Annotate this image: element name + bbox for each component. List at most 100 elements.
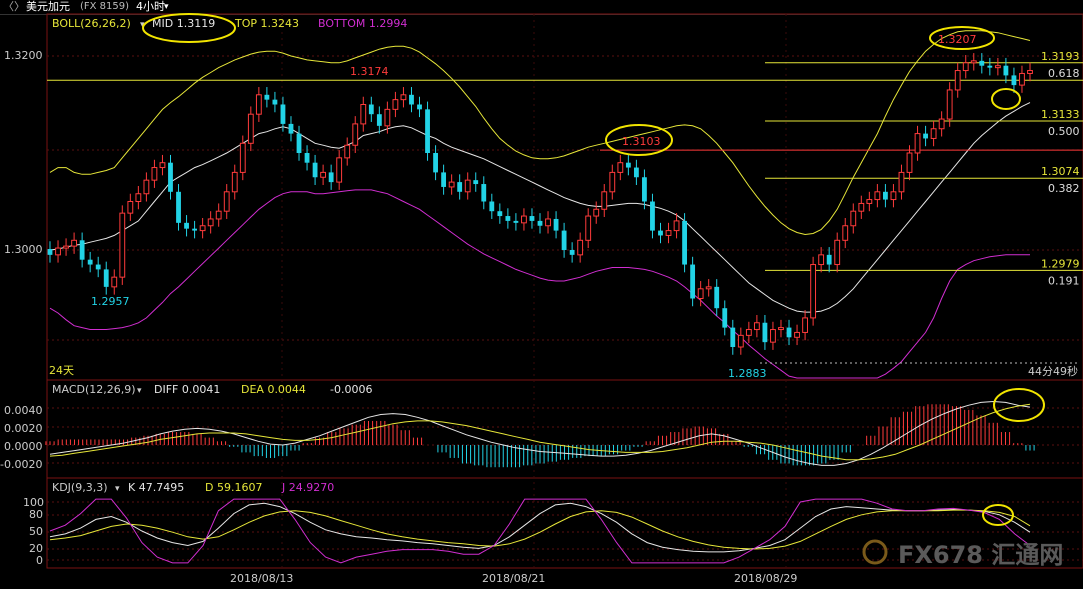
low-annotation-left: 1.2957 <box>91 295 130 308</box>
symbol-code: (FX 8159) <box>80 1 130 12</box>
candle-body <box>762 322 768 343</box>
candle-body <box>457 182 463 192</box>
candle-body <box>1011 75 1017 86</box>
candle-body <box>569 250 575 255</box>
candle-body <box>425 109 430 153</box>
candle-body <box>890 191 897 201</box>
candle-body <box>264 94 270 100</box>
boll-mid-value: MID 1.3119 <box>152 17 215 30</box>
kdj-y-label: 0 <box>36 554 43 567</box>
fib-ratio-label: 0.618 <box>1048 67 1080 80</box>
candle-body <box>151 167 158 181</box>
candle-body <box>464 179 471 193</box>
candle-body <box>223 191 230 212</box>
kdj-y-label: 20 <box>29 542 43 555</box>
fib-ratio-label: 0.191 <box>1048 274 1080 287</box>
macd-y-label: 0.0000 <box>4 440 43 453</box>
kdj-j-line <box>49 498 1031 564</box>
low-annotation-mid: 1.2883 <box>728 367 767 380</box>
highlight-ellipse-peak <box>605 124 673 156</box>
candle-body <box>818 254 825 266</box>
boll-top-line <box>49 30 1031 236</box>
grid-lines <box>47 14 1083 568</box>
candle-body <box>505 216 511 221</box>
boll-mid-line <box>49 102 1031 313</box>
x-axis-label: 2018/08/29 <box>734 572 797 585</box>
candle-body <box>433 153 438 173</box>
candle-body <box>585 215 592 241</box>
candle-body <box>842 225 849 241</box>
candles <box>47 53 1033 355</box>
period-dropdown-icon[interactable]: ▾ <box>164 2 169 12</box>
candle-body <box>215 210 222 220</box>
kdj-y-label: 50 <box>29 525 43 538</box>
candle-body <box>135 193 142 203</box>
candle-body <box>745 329 752 336</box>
candle-body <box>168 162 173 192</box>
kdj-dropdown-icon[interactable]: ▾ <box>115 484 120 494</box>
candle-body <box>866 199 873 204</box>
candle-body <box>730 327 736 347</box>
highlight-ellipse-mid <box>142 13 236 43</box>
candle-body <box>328 172 334 183</box>
candle-body <box>722 308 728 328</box>
candle-body <box>650 201 655 231</box>
candle-body <box>545 218 551 227</box>
candle-body <box>344 144 351 159</box>
candle-body <box>103 269 109 287</box>
nav-prev-icon[interactable]: 〈 <box>3 0 14 13</box>
candle-body <box>665 230 672 236</box>
candle-body <box>63 245 69 249</box>
macd-y-label: 0.0020 <box>4 422 43 435</box>
kdj-y-label: 80 <box>29 508 43 521</box>
candle-body <box>368 104 374 115</box>
candle-body <box>834 239 841 266</box>
candle-body <box>71 239 78 247</box>
candle-body <box>1027 70 1033 74</box>
candle-body <box>737 334 744 348</box>
peak-annotation: 1.3103 <box>622 135 661 148</box>
candle-body <box>802 317 808 333</box>
candle-body <box>192 228 197 231</box>
macd-label: MACD(12,26,9) <box>52 383 136 396</box>
candle-body <box>753 322 760 331</box>
candle-body <box>625 162 631 168</box>
candle-body <box>537 220 543 226</box>
candle-body <box>561 230 567 250</box>
candle-body <box>987 65 993 68</box>
candle-body <box>577 239 584 256</box>
macd-dropdown-icon[interactable]: ▾ <box>137 386 142 396</box>
candle-body <box>143 179 150 195</box>
candle-body <box>697 288 704 299</box>
candle-body <box>184 222 189 229</box>
candle-body <box>521 215 527 224</box>
price-panel-frame <box>46 13 1083 381</box>
candle-body <box>1019 72 1025 86</box>
candle-body <box>923 133 928 139</box>
candle-body <box>553 218 559 231</box>
candle-body <box>906 152 913 173</box>
kdj-d-line <box>49 509 1031 550</box>
candle-body <box>400 94 407 101</box>
candle-body <box>231 171 238 193</box>
candle-body <box>642 177 647 202</box>
fib-price-label: 1.2979 <box>1041 257 1080 270</box>
candle-body <box>55 247 61 256</box>
candle-body <box>448 181 455 188</box>
nav-next-icon[interactable]: 〉 <box>14 0 25 13</box>
candle-body <box>280 104 286 124</box>
candle-body <box>617 162 624 173</box>
macd-dea-value: DEA 0.0044 <box>241 383 306 396</box>
candle-body <box>384 108 391 127</box>
candle-body <box>247 113 254 144</box>
fib-price-label: 1.3193 <box>1041 50 1080 63</box>
period-selector[interactable]: 4小时 <box>136 0 165 13</box>
candle-body <box>938 118 945 130</box>
price-y-label: 1.3000 <box>4 243 43 256</box>
candle-body <box>786 327 792 338</box>
macd-y-label: 0.0040 <box>4 404 43 417</box>
candle-body <box>497 211 503 217</box>
candle-body <box>417 104 422 110</box>
boll-dropdown-icon[interactable]: ▾ <box>140 20 145 30</box>
